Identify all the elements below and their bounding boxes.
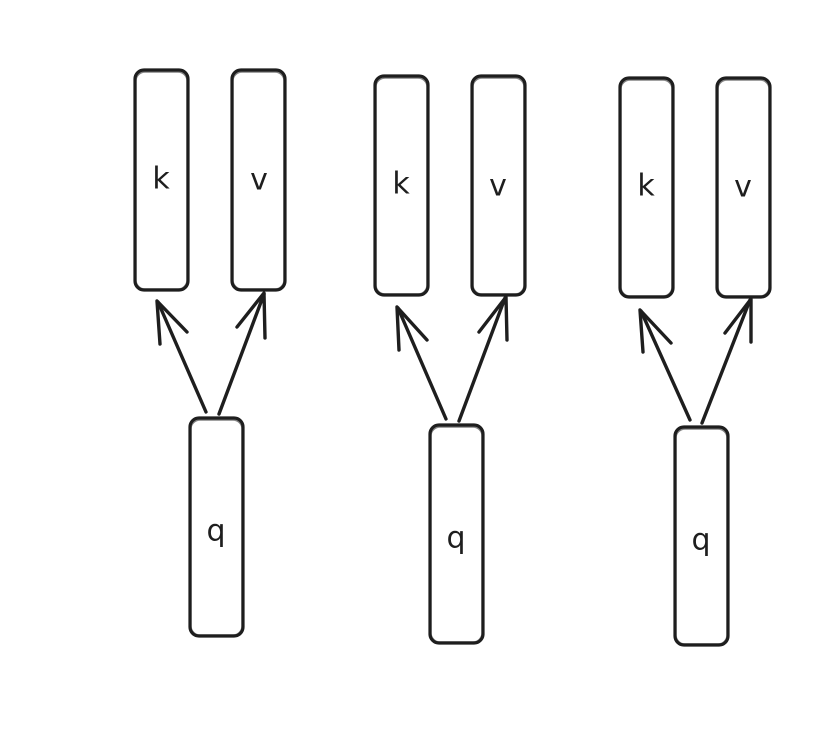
k-box[interactable]: k: [618, 76, 675, 299]
group-2: k v q: [373, 74, 527, 645]
q-label: q: [446, 521, 465, 556]
arrow-q-to-k: [638, 308, 692, 422]
v-box[interactable]: v: [470, 74, 527, 297]
k-label: k: [637, 169, 655, 204]
k-box[interactable]: k: [373, 74, 430, 297]
arrow-q-to-v: [217, 291, 267, 416]
q-label: q: [691, 523, 710, 558]
arrow-q-to-k: [155, 299, 208, 414]
k-label: k: [152, 162, 170, 197]
k-label: k: [392, 167, 410, 202]
q-label: q: [206, 514, 225, 549]
k-box[interactable]: k: [133, 68, 190, 292]
group-1: k v q: [133, 68, 287, 638]
v-label: v: [250, 163, 268, 198]
v-box[interactable]: v: [715, 76, 772, 299]
v-box[interactable]: v: [230, 68, 287, 292]
arrow-q-to-k: [395, 305, 448, 421]
q-box[interactable]: q: [673, 425, 730, 647]
q-box[interactable]: q: [428, 423, 485, 645]
v-label: v: [489, 169, 507, 204]
arrow-q-to-v: [700, 297, 753, 425]
q-box[interactable]: q: [188, 416, 245, 638]
arrow-q-to-v: [457, 295, 509, 423]
v-label: v: [734, 170, 752, 205]
group-3: k v q: [618, 76, 772, 647]
